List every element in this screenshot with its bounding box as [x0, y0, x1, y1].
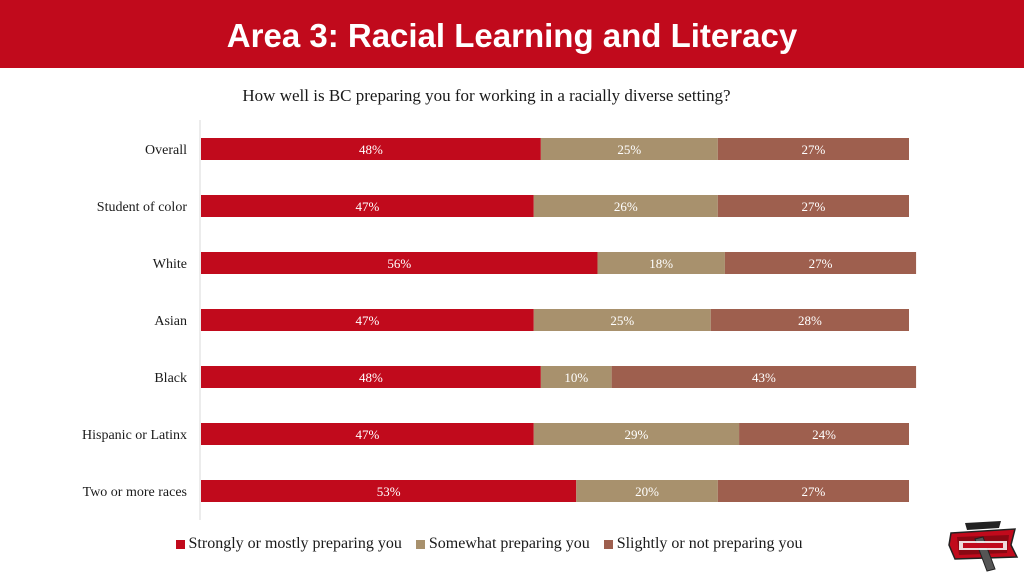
- data-label: 29%: [624, 427, 648, 442]
- data-label: 25%: [617, 142, 641, 157]
- data-label: 48%: [359, 370, 383, 385]
- legend-item-1: Strongly or mostly preparing you: [175, 535, 402, 553]
- data-label: 27%: [801, 142, 825, 157]
- category-label: Hispanic or Latinx: [82, 428, 187, 443]
- header-bar: [0, 0, 1024, 68]
- category-label: Student of color: [97, 200, 188, 215]
- data-label: 24%: [812, 427, 836, 442]
- legend-swatch: [603, 539, 613, 549]
- bar-segment-series-3: [717, 480, 909, 502]
- data-label: 10%: [564, 370, 588, 385]
- data-label: 27%: [809, 256, 833, 271]
- data-label: 20%: [635, 484, 659, 499]
- data-label: 53%: [377, 484, 401, 499]
- bar-segment-series-2: [540, 138, 718, 160]
- legend-label: Somewhat preparing you: [428, 535, 590, 552]
- legend-label: Slightly or not preparing you: [616, 535, 803, 552]
- bar-segment-series-3: [611, 366, 917, 388]
- data-label: 47%: [355, 427, 379, 442]
- category-label: White: [153, 257, 187, 272]
- data-label: 48%: [359, 142, 383, 157]
- bar-segment-series-2: [597, 252, 725, 274]
- bar-segment-series-2: [533, 423, 740, 445]
- bar-segment-series-2: [533, 309, 711, 331]
- bar-segment-series-3: [717, 195, 909, 217]
- legend-swatch: [415, 539, 425, 549]
- data-label: 18%: [649, 256, 673, 271]
- legend-item-3: Slightly or not preparing you: [603, 535, 803, 553]
- category-label: Two or more races: [83, 485, 187, 500]
- data-label: 56%: [387, 256, 411, 271]
- legend-label: Strongly or mostly preparing you: [188, 535, 402, 552]
- category-label: Black: [154, 371, 187, 386]
- data-label: 43%: [752, 370, 776, 385]
- bar-segment-series-1: [201, 252, 598, 274]
- chart-title: How well is BC preparing you for working…: [242, 86, 731, 105]
- data-label: 27%: [801, 199, 825, 214]
- bar-segment-series-1: [201, 195, 534, 217]
- bar-segment-series-1: [201, 309, 534, 331]
- data-label: 27%: [801, 484, 825, 499]
- page-title: Area 3: Racial Learning and Literacy: [226, 17, 798, 54]
- legend-item-2: Somewhat preparing you: [415, 535, 590, 553]
- bar-segment-series-3: [739, 423, 909, 445]
- category-label: Overall: [145, 143, 187, 158]
- bar-segment-series-1: [201, 366, 541, 388]
- bar-segment-series-3: [724, 252, 917, 274]
- bar-segment-series-3: [710, 309, 909, 331]
- bar-segment-series-2: [533, 195, 718, 217]
- bar-segment-series-1: [201, 138, 541, 160]
- chart-legend: Strongly or mostly preparing you Somewhat…: [0, 535, 978, 553]
- renegades-logo-icon: [948, 521, 1019, 572]
- data-label: 28%: [798, 313, 822, 328]
- category-label: Asian: [154, 314, 187, 329]
- legend-swatch: [175, 539, 185, 549]
- bar-segment-series-2: [540, 366, 612, 388]
- bar-segment-series-2: [576, 480, 718, 502]
- bar-segment-series-3: [717, 138, 909, 160]
- bar-segment-series-1: [201, 423, 534, 445]
- data-label: 47%: [355, 199, 379, 214]
- data-label: 47%: [355, 313, 379, 328]
- data-label: 25%: [610, 313, 634, 328]
- data-label: 26%: [614, 199, 638, 214]
- bar-segment-series-1: [201, 480, 577, 502]
